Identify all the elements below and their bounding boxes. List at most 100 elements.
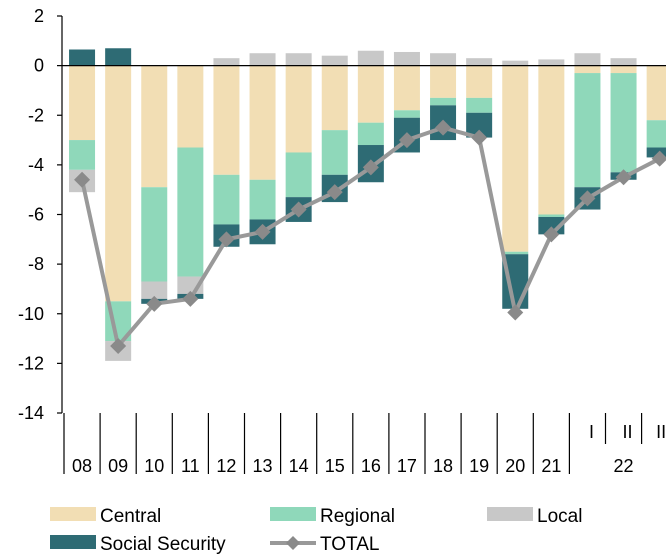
y-tick-label: -12	[18, 353, 44, 373]
y-tick-label: -6	[28, 205, 44, 225]
x-sub-label: III	[656, 422, 666, 442]
y-tick-label: -4	[28, 155, 44, 175]
bar-local-15	[321, 55, 348, 66]
bar-regional-22-III	[646, 120, 666, 148]
bar-local-21	[538, 59, 565, 66]
total-line-layer	[74, 119, 666, 355]
x-tick-label: 11	[181, 456, 200, 476]
total-point-22-III	[651, 150, 666, 167]
total-point-12	[218, 231, 235, 248]
legend-swatch-social-security	[50, 535, 96, 549]
x-tick-label: 18	[433, 456, 453, 476]
legend-swatch-central	[50, 507, 96, 521]
x-tick-label: 08	[72, 456, 92, 476]
bar-central-21	[538, 65, 565, 215]
bar-regional-22-I	[574, 73, 601, 188]
bar-central-08	[69, 65, 96, 141]
x-sub-label: I	[589, 422, 594, 442]
bar-central-16	[357, 65, 384, 123]
bar-central-12	[213, 65, 240, 175]
y-axis: 2 0 -2 -4 -6 -8 -10 -12 -14	[18, 6, 666, 423]
bar-regional-17	[393, 110, 420, 118]
bar-regional-14	[285, 152, 312, 198]
bar-regional-15	[321, 130, 348, 175]
bar-social-security-22-III	[646, 147, 666, 158]
bar-central-14	[285, 65, 312, 153]
bar-local-16	[357, 50, 384, 66]
total-point-20	[507, 304, 524, 321]
bar-local-22-II	[610, 58, 637, 66]
x-tick-label: 15	[325, 456, 345, 476]
total-point-14	[290, 201, 307, 218]
legend-label-regional: Regional	[320, 506, 395, 527]
x-tick-label: 21	[541, 456, 561, 476]
total-point-09	[110, 338, 127, 355]
bar-local-12	[213, 58, 240, 66]
bar-social-security-08	[69, 49, 96, 66]
bar-local-10	[141, 281, 168, 299]
bar-local-22-I	[574, 53, 601, 66]
y-tick-label: 2	[34, 6, 44, 26]
legend-swatch-local	[487, 507, 533, 521]
y-tick-label: -2	[28, 105, 44, 125]
bar-central-09	[105, 65, 132, 302]
x-tick-label: 09	[108, 456, 128, 476]
total-point-17	[398, 132, 415, 149]
x-tick-label: 20	[505, 456, 525, 476]
legend-swatch-regional	[270, 507, 316, 521]
bar-local-19	[466, 58, 493, 66]
bar-central-19	[466, 65, 493, 98]
x-axis: 0809101112131415161718192021IIIIII22	[63, 413, 666, 476]
y-tick-label: -14	[18, 403, 44, 423]
legend: Central Regional Local Social Security TOTAL	[50, 506, 582, 555]
bar-regional-21	[538, 214, 565, 217]
x-tick-label: 14	[289, 456, 309, 476]
bar-regional-22-II	[610, 73, 637, 173]
bar-regional-11	[177, 147, 204, 277]
bar-local-13	[249, 53, 276, 66]
legend-label-central: Central	[100, 506, 161, 527]
x-tick-label: 12	[216, 456, 236, 476]
total-point-08	[74, 171, 91, 188]
total-point-16	[362, 159, 379, 176]
y-tick-label: -10	[18, 304, 44, 324]
bar-local-17	[393, 51, 420, 66]
bar-regional-13	[249, 179, 276, 220]
bar-regional-12	[213, 174, 240, 225]
x-tick-label: 10	[144, 456, 164, 476]
total-point-22-II	[615, 169, 632, 186]
total-point-10	[146, 295, 163, 312]
legend-marker-total	[286, 536, 300, 550]
y-tick-label: -8	[28, 254, 44, 274]
x-tick-label: 19	[469, 456, 489, 476]
x-tick-label: 13	[253, 456, 273, 476]
bar-regional-18	[430, 97, 457, 106]
bar-regional-10	[141, 187, 168, 282]
bar-layer	[69, 48, 666, 361]
bar-central-22-II	[610, 65, 637, 74]
legend-label-total: TOTAL	[320, 534, 379, 555]
bar-regional-19	[466, 97, 493, 113]
bar-central-15	[321, 65, 348, 131]
bar-central-18	[430, 65, 457, 98]
x-group-label: 22	[614, 456, 634, 476]
total-point-15	[326, 184, 343, 201]
legend-label-local: Local	[537, 506, 582, 527]
bar-regional-20	[502, 251, 529, 255]
x-tick-label: 16	[361, 456, 381, 476]
bar-social-security-09	[105, 48, 132, 66]
total-point-21	[543, 226, 560, 243]
bar-local-20	[502, 60, 529, 66]
bar-central-13	[249, 65, 276, 180]
total-point-18	[435, 119, 452, 136]
total-point-13	[254, 223, 271, 240]
legend-label-social-security: Social Security	[100, 534, 226, 555]
bar-central-22-I	[574, 65, 601, 74]
bar-central-22-III	[646, 65, 666, 121]
y-tick-label: 0	[34, 56, 44, 76]
bar-regional-16	[357, 122, 384, 146]
x-tick-label: 17	[397, 456, 417, 476]
bar-central-11	[177, 65, 204, 148]
bar-central-17	[393, 65, 420, 111]
